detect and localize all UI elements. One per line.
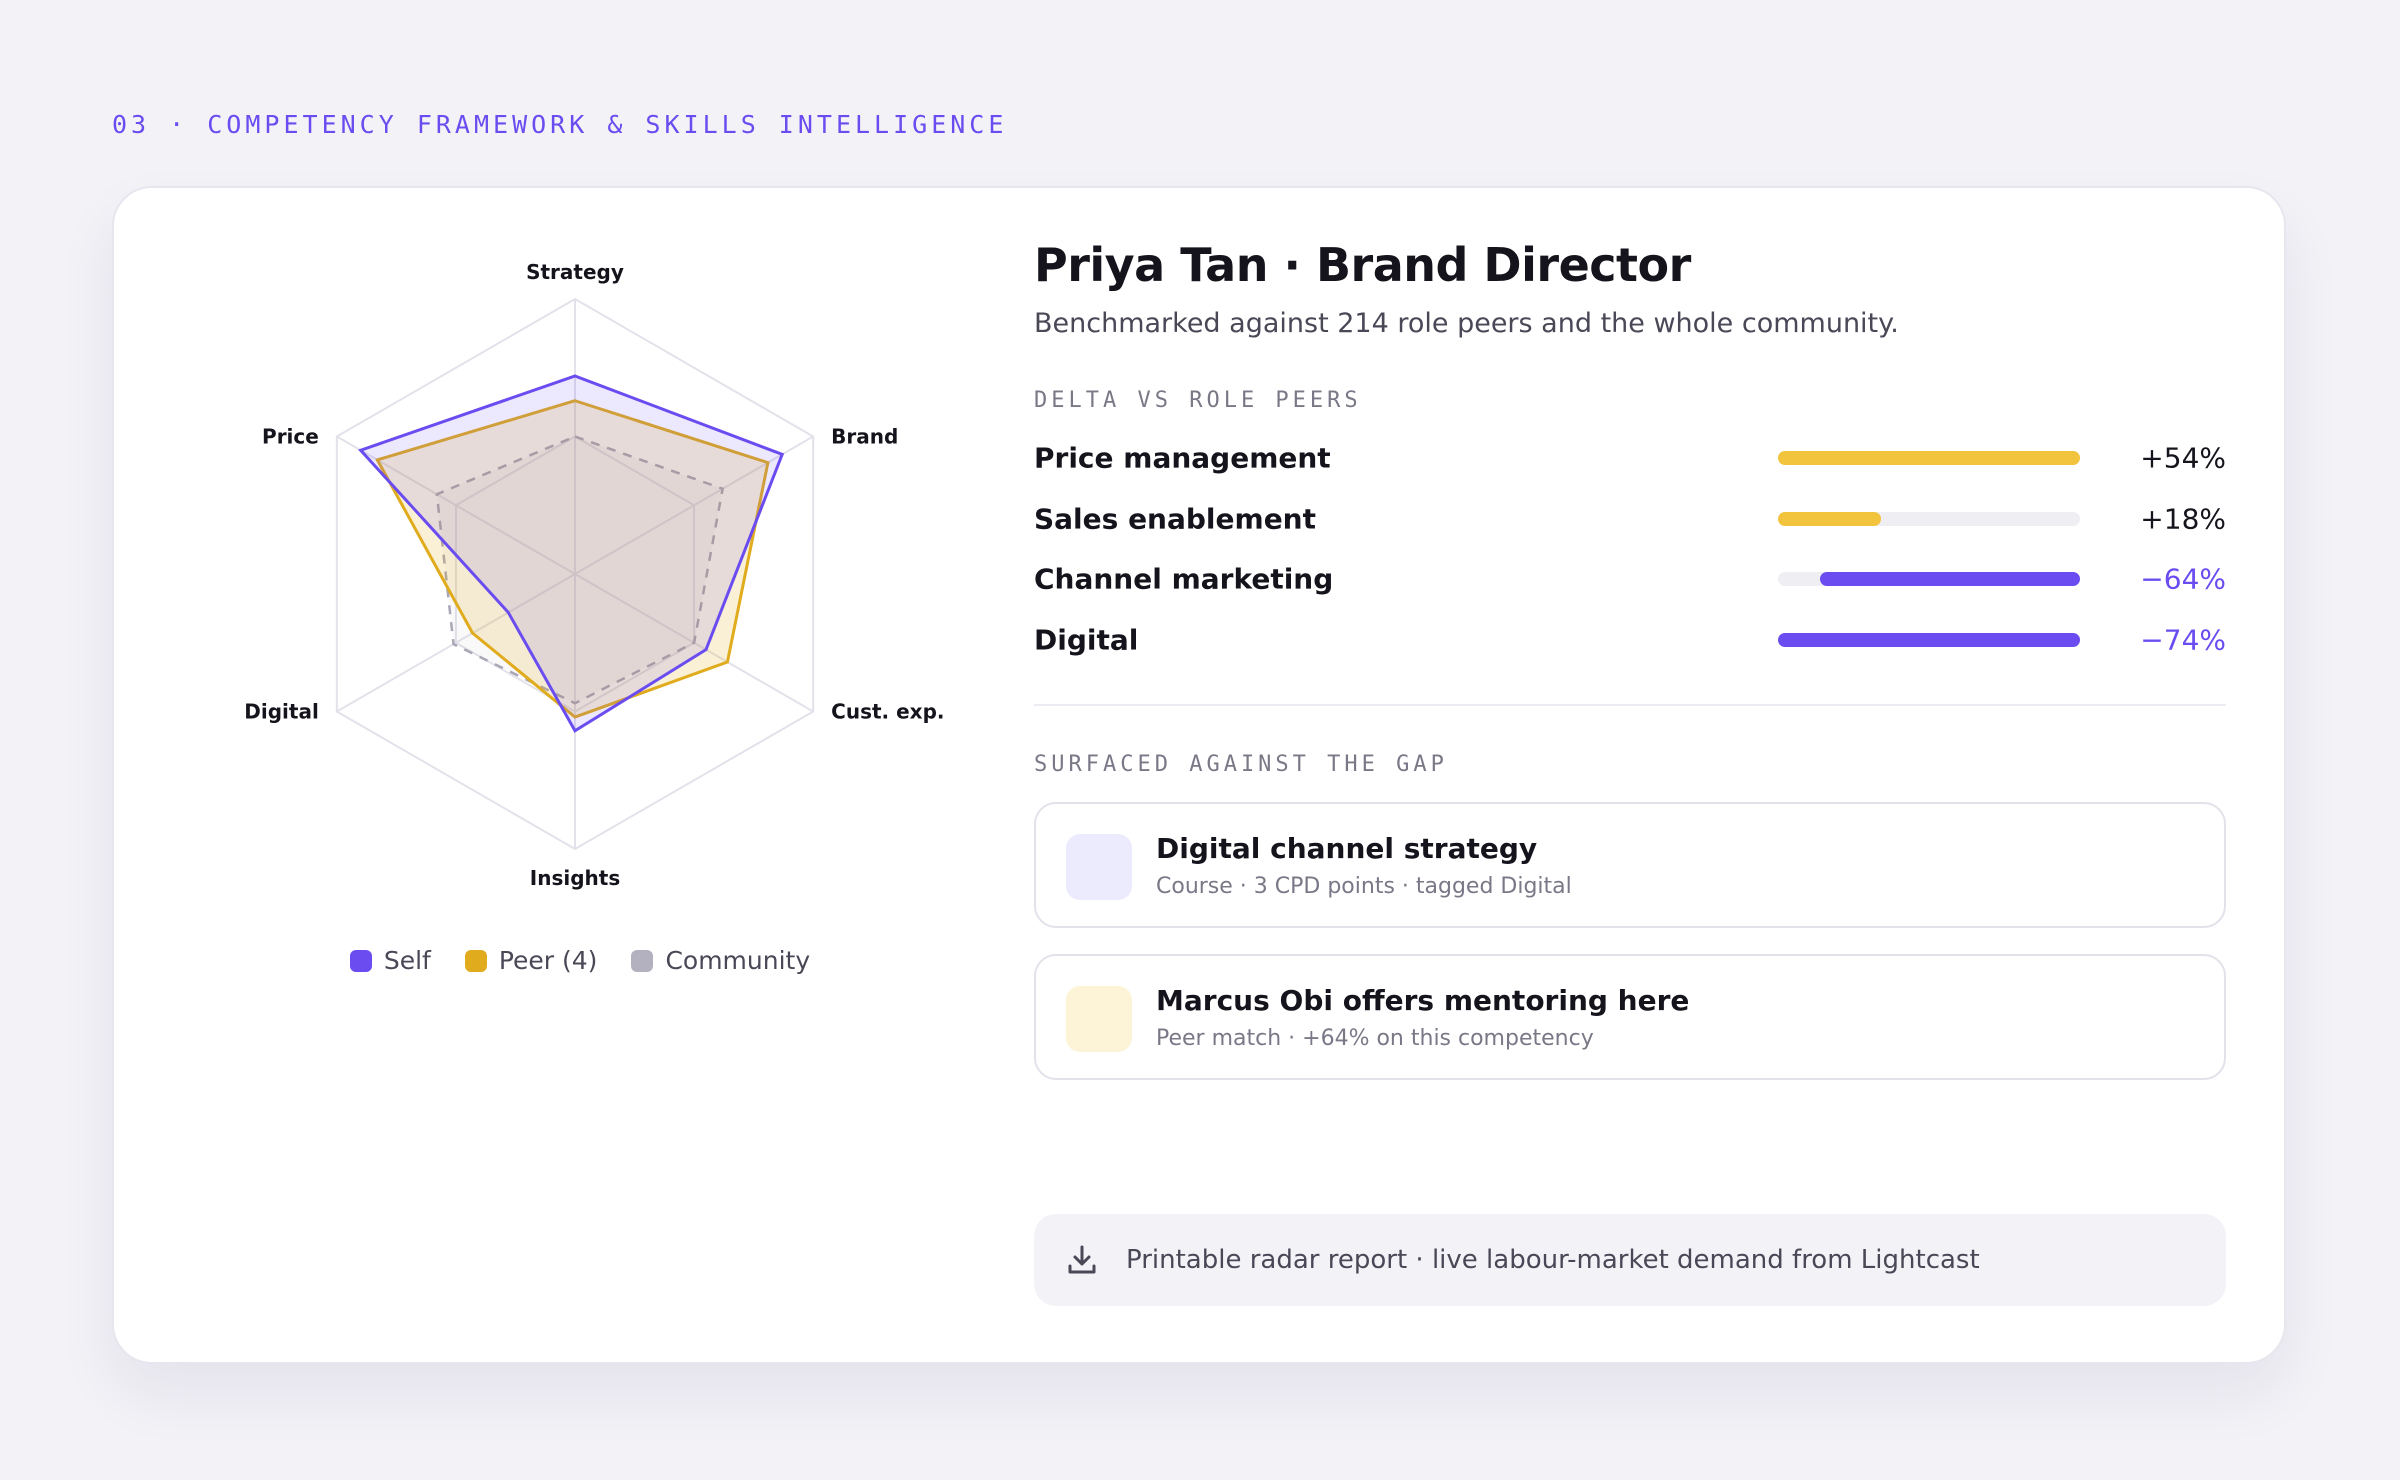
course-thumbnail xyxy=(1066,834,1132,900)
radar-axis-label: Digital xyxy=(244,700,319,724)
radar-axis-label: Insights xyxy=(530,866,620,890)
delta-value: +54% xyxy=(2140,441,2226,475)
radar-axis-label: Brand xyxy=(831,425,898,449)
recommendation-title: Digital channel strategy xyxy=(1156,832,1538,865)
delta-section-label: DELTA VS ROLE PEERS xyxy=(1034,388,1362,413)
delta-bar-fill xyxy=(1778,451,2080,465)
footer-text: Printable radar report · live labour-mar… xyxy=(1126,1245,1980,1275)
legend-label-self: Self xyxy=(383,946,431,975)
radar-series-community xyxy=(435,435,725,705)
delta-bar-track xyxy=(1778,572,2080,586)
radar-axis-label: Cust. exp. xyxy=(831,700,944,724)
section-eyebrow: 03 · COMPETENCY FRAMEWORK & SKILLS INTEL… xyxy=(112,110,1008,139)
gap-section-label: SURFACED AGAINST THE GAP xyxy=(1034,752,1448,777)
delta-bar-track xyxy=(1778,633,2080,647)
legend-item-community: Community xyxy=(631,946,810,975)
radar-series-peer xyxy=(375,399,770,719)
delta-label: Digital xyxy=(1034,623,1139,657)
profile-subtitle: Benchmarked against 214 role peers and t… xyxy=(1034,308,1899,339)
delta-bar-fill xyxy=(1820,572,2080,586)
delta-value: −74% xyxy=(2140,623,2226,657)
download-icon xyxy=(1068,1245,1096,1274)
delta-label: Sales enablement xyxy=(1034,502,1316,536)
legend-item-self: Self xyxy=(349,946,431,975)
recommendation-meta: Course · 3 CPD points · tagged Digital xyxy=(1156,874,1572,899)
delta-bar-track xyxy=(1778,512,2080,526)
mentor-thumbnail xyxy=(1066,986,1132,1052)
delta-bar-fill xyxy=(1778,633,2080,647)
delta-row: Sales enablement +18% xyxy=(1034,497,2226,541)
delta-row: Channel marketing −64% xyxy=(1034,557,2226,601)
radar-spoke xyxy=(574,435,814,575)
radar-spoke xyxy=(336,573,576,713)
section-divider xyxy=(1034,704,2226,706)
delta-bar-track xyxy=(1778,451,2080,465)
recommendation-title: Marcus Obi offers mentoring here xyxy=(1156,984,1690,1017)
delta-value: −64% xyxy=(2140,562,2226,596)
delta-label: Channel marketing xyxy=(1034,562,1334,596)
legend-label-community: Community xyxy=(665,946,811,975)
recommendation-card-course[interactable]: Digital channel strategy Course · 3 CPD … xyxy=(1034,802,2226,928)
radar-axis-label: Strategy xyxy=(526,260,624,284)
delta-label: Price management xyxy=(1034,441,1331,475)
recommendation-card-mentor[interactable]: Marcus Obi offers mentoring here Peer ma… xyxy=(1034,954,2226,1080)
competency-radar-chart: Strategy Brand Cust. exp. Insights Digital Pr… xyxy=(180,230,980,930)
printable-report-link[interactable]: Printable radar report · live labour-mar… xyxy=(1034,1214,2226,1306)
legend-swatch-community xyxy=(631,949,654,972)
delta-row: Digital −74% xyxy=(1034,618,2226,662)
legend-swatch-peer xyxy=(464,949,487,972)
delta-bar-fill xyxy=(1778,512,1881,526)
legend-label-peer: Peer (4) xyxy=(498,946,598,975)
competency-card xyxy=(112,186,2286,1364)
radar-axis-label: Price xyxy=(262,425,319,449)
radar-series-self xyxy=(358,374,785,733)
profile-title: Priya Tan · Brand Director xyxy=(1034,238,1691,292)
delta-row: Price management +54% xyxy=(1034,436,2226,480)
radar-svg: Strategy Brand Cust. exp. Insights Digital Pr… xyxy=(244,260,944,890)
delta-value: +18% xyxy=(2140,502,2226,536)
legend-swatch-self xyxy=(349,949,372,972)
radar-legend: Self Peer (4) Community xyxy=(180,946,980,975)
recommendation-meta: Peer match · +64% on this competency xyxy=(1156,1026,1594,1051)
legend-item-peer: Peer (4) xyxy=(464,946,598,975)
